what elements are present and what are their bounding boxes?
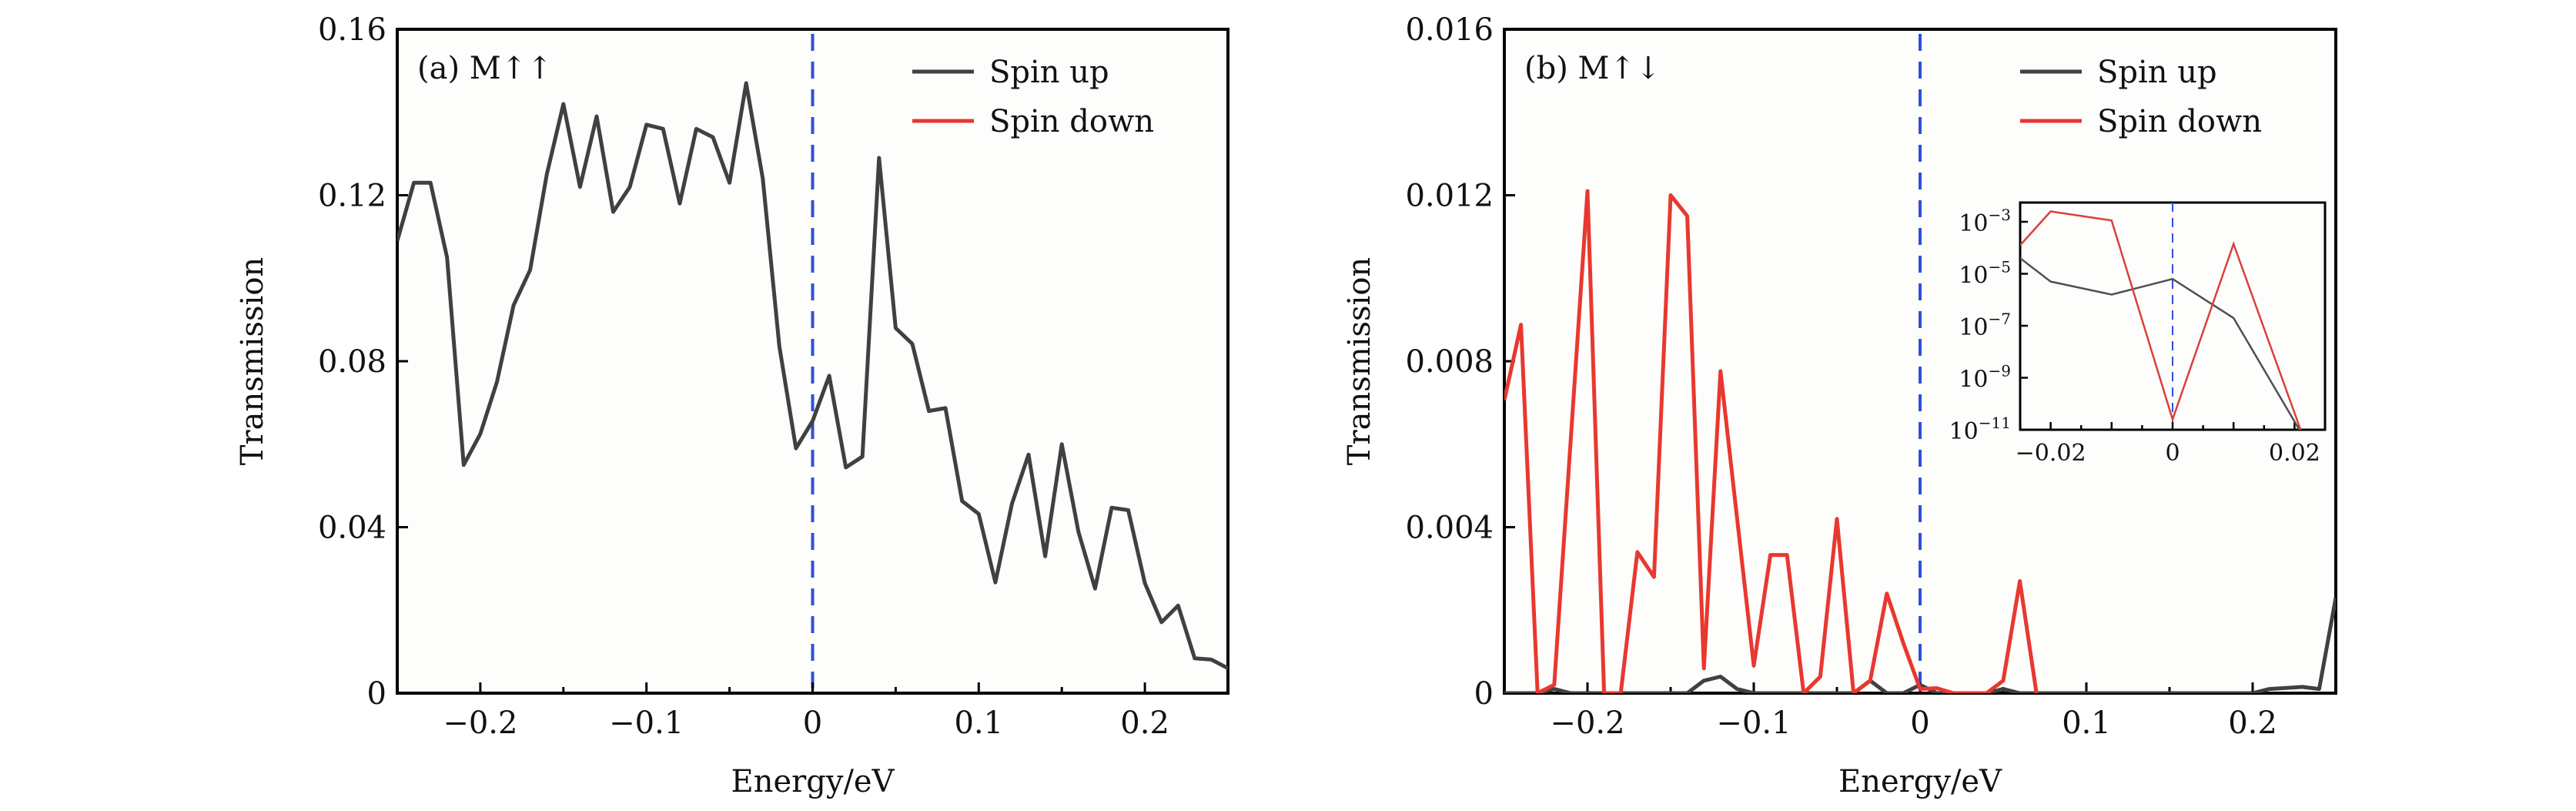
inset-series-line-spin-up bbox=[2020, 257, 2300, 430]
inset-y-tick-base: 10 bbox=[1959, 366, 1988, 393]
x-axis-title: Energy/eV bbox=[731, 764, 895, 799]
y-tick-label: 0 bbox=[367, 676, 386, 712]
y-tick-label: 0.04 bbox=[318, 511, 386, 546]
inset-y-tick-exponent: −3 bbox=[1989, 206, 2011, 224]
series-line-spin-up bbox=[397, 81, 1228, 670]
y-tick-label: 0.08 bbox=[318, 344, 386, 380]
inset-y-tick-exponent: −5 bbox=[1989, 257, 2011, 276]
inset-y-tick-exponent: −7 bbox=[1989, 310, 2011, 328]
inset-x-tick-label: 0.02 bbox=[2269, 440, 2320, 467]
x-tick-label: 0.1 bbox=[954, 705, 1003, 741]
x-tick-label: −0.1 bbox=[609, 705, 684, 741]
inset-y-tick-label: 10−9 bbox=[1959, 361, 2011, 393]
inset-y-tick-label: 10−7 bbox=[1959, 310, 2011, 341]
x-axis-title: Energy/eV bbox=[1838, 764, 2002, 799]
x-tick-label: 0 bbox=[803, 705, 822, 741]
y-tick-label: 0.004 bbox=[1405, 511, 1494, 546]
legend-label: Spin up bbox=[989, 55, 1109, 90]
panel-a-spin-parallel: −0.2 −0.1 0 0.1 0.2 0 0.04 0.08 0.12 0.16 Energy/e… bbox=[235, 12, 1229, 799]
panel-b-spin-antiparallel: −0.2 −0.1 0 0.1 0.2 0 0.004 0.008 0.012 0.016 Ener… bbox=[1342, 12, 2337, 799]
panel-label: (b) M↑↓ bbox=[1524, 51, 1661, 86]
series-line-spin-down bbox=[1504, 189, 2039, 693]
inset-y-tick-base: 10 bbox=[1959, 210, 1988, 237]
y-tick-label: 0.008 bbox=[1405, 344, 1494, 380]
x-tick-label: 0.2 bbox=[1120, 705, 1169, 741]
y-tick-label: 0.012 bbox=[1405, 179, 1494, 214]
x-tick-label: −0.2 bbox=[1550, 705, 1624, 741]
x-tick-label: 0 bbox=[1910, 705, 1929, 741]
inset-y-tick-base: 10 bbox=[1959, 262, 1988, 289]
x-tick-label: −0.2 bbox=[443, 705, 517, 741]
y-tick-label: 0.12 bbox=[318, 179, 386, 214]
series-line-spin-up bbox=[1504, 597, 2336, 693]
legend-label: Spin down bbox=[2097, 104, 2262, 139]
plot-frame bbox=[396, 28, 1229, 695]
inset-series-line-spin-down bbox=[2020, 210, 2302, 430]
inset-y-tick-exponent: −9 bbox=[1989, 361, 2011, 380]
inset-x-tick-label: 0 bbox=[2165, 440, 2180, 467]
x-tick-label: −0.1 bbox=[1716, 705, 1791, 741]
x-tick-label: 0.2 bbox=[2228, 705, 2277, 741]
inset-y-tick-label: 10−3 bbox=[1959, 206, 2011, 237]
y-tick-label: 0.016 bbox=[1405, 12, 1494, 48]
panel-label: (a) M↑↑ bbox=[417, 51, 553, 86]
y-tick-label: 0.16 bbox=[318, 12, 386, 48]
inset-y-tick-base: 10 bbox=[1949, 418, 1979, 445]
inset-y-tick-label: 10−11 bbox=[1949, 414, 2011, 445]
y-tick-label: 0 bbox=[1474, 676, 1494, 712]
inset-y-tick-base: 10 bbox=[1959, 314, 1988, 341]
legend-label: Spin down bbox=[989, 104, 1154, 139]
x-tick-label: 0.1 bbox=[2062, 705, 2111, 741]
inset-y-tick-exponent: −11 bbox=[1979, 414, 2011, 432]
y-axis-title: Transmission bbox=[1342, 257, 1377, 465]
inset-y-tick-label: 10−5 bbox=[1959, 257, 2011, 289]
y-axis-title: Transmission bbox=[235, 257, 270, 465]
inset-x-tick-label: −0.02 bbox=[2016, 440, 2086, 467]
legend-label: Spin up bbox=[2097, 55, 2217, 90]
